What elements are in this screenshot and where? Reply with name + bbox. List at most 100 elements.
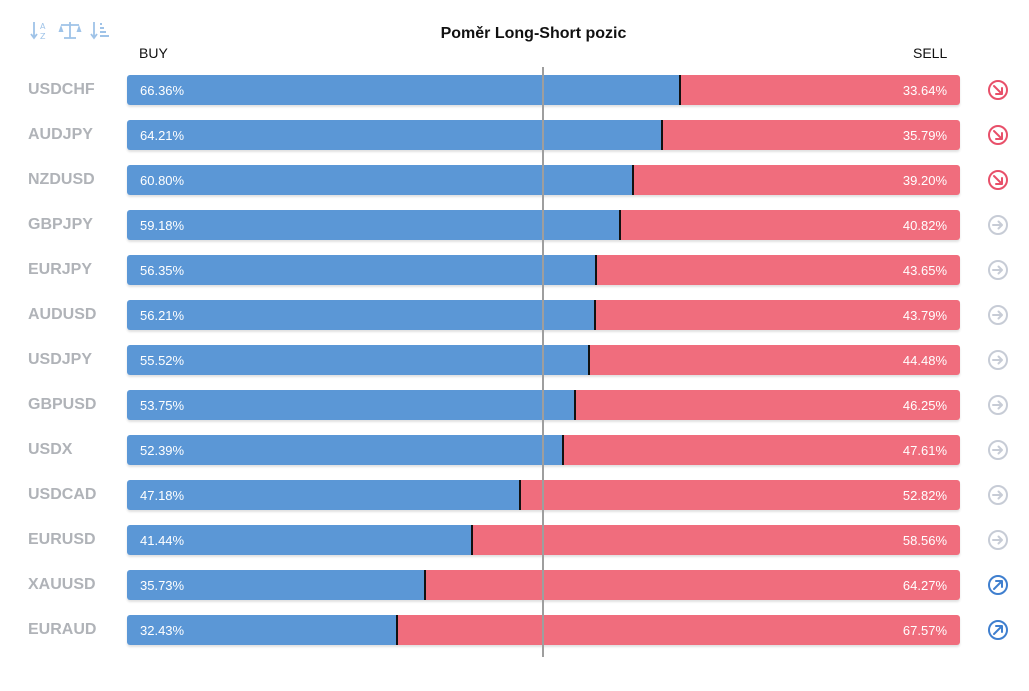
ratio-bar[interactable]: 47.18% 52.82% (127, 480, 960, 510)
symbol-label[interactable]: GBPJPY (28, 216, 93, 233)
symbol-label[interactable]: USDX (28, 441, 73, 458)
symbol-label[interactable]: XAUUSD (28, 576, 96, 593)
sell-segment (425, 570, 960, 600)
arrow-down-right-icon[interactable] (987, 124, 1009, 146)
sell-value-label: 43.79% (902, 308, 947, 323)
symbol-label[interactable]: EURAUD (28, 621, 97, 638)
symbol-label[interactable]: AUDUSD (28, 306, 97, 323)
buy-segment (127, 210, 620, 240)
arrow-right-icon[interactable] (987, 484, 1009, 506)
arrow-right-icon[interactable] (987, 394, 1009, 416)
sell-segment (397, 615, 960, 645)
sell-segment (596, 255, 960, 285)
ratio-bar[interactable]: 66.36% 33.64% (127, 75, 960, 105)
arrow-right-icon[interactable] (987, 304, 1009, 326)
svg-text:A: A (40, 22, 46, 31)
ratio-bar[interactable]: 52.39% 47.61% (127, 435, 960, 465)
arrow-right-icon[interactable] (987, 529, 1009, 551)
arrow-down-right-icon[interactable] (987, 79, 1009, 101)
sell-value-label: 40.82% (902, 218, 947, 233)
buy-segment (127, 390, 575, 420)
buy-value-label: 56.35% (140, 263, 185, 278)
table-row: AUDUSD 56.21% 43.79% (0, 300, 1029, 330)
arrow-up-right-icon[interactable] (987, 574, 1009, 596)
buy-value-label: 55.52% (140, 353, 185, 368)
symbol-label[interactable]: GBPUSD (28, 396, 97, 413)
buy-value-label: 35.73% (140, 578, 185, 593)
buy-value-label: 64.21% (140, 128, 185, 143)
symbol-label[interactable]: EURJPY (28, 261, 93, 278)
sell-segment (633, 165, 960, 195)
sort-alphabetical-icon[interactable]: A Z (28, 18, 52, 42)
table-row: USDCAD 47.18% 52.82% (0, 480, 1029, 510)
chart-title: Poměr Long-Short pozic (440, 25, 627, 42)
arrow-down-right-icon[interactable] (987, 169, 1009, 191)
sell-segment (563, 435, 960, 465)
arrow-right-icon[interactable] (987, 259, 1009, 281)
symbol-label[interactable]: EURUSD (28, 531, 96, 548)
svg-text:Z: Z (40, 32, 46, 41)
toolbar: A Z (28, 18, 112, 44)
table-row: USDX 52.39% 47.61% (0, 435, 1029, 465)
table-row: AUDJPY 64.21% 35.79% (0, 120, 1029, 150)
reference-line-50 (542, 67, 544, 657)
segment-divider (574, 390, 576, 420)
buy-value-label: 52.39% (140, 443, 185, 458)
buy-value-label: 47.18% (140, 488, 185, 503)
sell-value-label: 39.20% (902, 173, 947, 188)
sell-header: SELL (913, 45, 948, 61)
arrow-right-icon[interactable] (987, 349, 1009, 371)
ratio-bar[interactable]: 64.21% 35.79% (127, 120, 960, 150)
symbol-label[interactable]: USDJPY (28, 351, 93, 368)
ratio-bar[interactable]: 59.18% 40.82% (127, 210, 960, 240)
arrow-up-right-icon[interactable] (987, 619, 1009, 641)
symbol-label[interactable]: AUDJPY (28, 126, 93, 143)
balance-scale-icon[interactable] (58, 18, 82, 42)
segment-divider (619, 210, 621, 240)
table-row: USDJPY 55.52% 44.48% (0, 345, 1029, 375)
segment-divider (594, 300, 596, 330)
buy-segment (127, 120, 662, 150)
ratio-bar[interactable]: 56.35% 43.65% (127, 255, 960, 285)
sell-value-label: 44.48% (902, 353, 947, 368)
ratio-bar[interactable]: 55.52% 44.48% (127, 345, 960, 375)
buy-value-label: 53.75% (140, 398, 185, 413)
ratio-bar[interactable]: 35.73% 64.27% (127, 570, 960, 600)
symbol-label[interactable]: USDCAD (28, 486, 97, 503)
symbol-label[interactable]: NZDUSD (28, 171, 95, 188)
sell-value-label: 52.82% (902, 488, 947, 503)
sell-value-label: 47.61% (902, 443, 947, 458)
table-row: EURJPY 56.35% 43.65% (0, 255, 1029, 285)
symbol-label[interactable]: USDCHF (28, 81, 95, 98)
arrow-right-icon[interactable] (987, 214, 1009, 236)
table-row: USDCHF 66.36% 33.64% (0, 75, 1029, 105)
arrow-right-icon[interactable] (987, 439, 1009, 461)
buy-value-label: 32.43% (140, 623, 185, 638)
table-row: GBPJPY 59.18% 40.82% (0, 210, 1029, 240)
ratio-bar[interactable]: 53.75% 46.25% (127, 390, 960, 420)
buy-header: BUY (139, 45, 168, 61)
sell-value-label: 67.57% (902, 623, 947, 638)
ratio-bar[interactable]: 41.44% 58.56% (127, 525, 960, 555)
buy-segment (127, 435, 563, 465)
sort-descending-icon[interactable] (88, 18, 112, 42)
table-row: EURAUD 32.43% 67.57% (0, 615, 1029, 645)
buy-value-label: 60.80% (140, 173, 185, 188)
ratio-bar[interactable]: 56.21% 43.79% (127, 300, 960, 330)
segment-divider (424, 570, 426, 600)
segment-divider (471, 525, 473, 555)
table-row: NZDUSD 60.80% 39.20% (0, 165, 1029, 195)
table-row: XAUUSD 35.73% 64.27% (0, 570, 1029, 600)
segment-divider (519, 480, 521, 510)
ratio-bar[interactable]: 32.43% 67.57% (127, 615, 960, 645)
buy-segment (127, 255, 596, 285)
segment-divider (595, 255, 597, 285)
segment-divider (679, 75, 681, 105)
buy-segment (127, 615, 397, 645)
sell-segment (620, 210, 960, 240)
ratio-bar[interactable]: 60.80% 39.20% (127, 165, 960, 195)
sell-value-label: 58.56% (902, 533, 947, 548)
buy-segment (127, 300, 595, 330)
buy-segment (127, 165, 633, 195)
sell-segment (589, 345, 960, 375)
